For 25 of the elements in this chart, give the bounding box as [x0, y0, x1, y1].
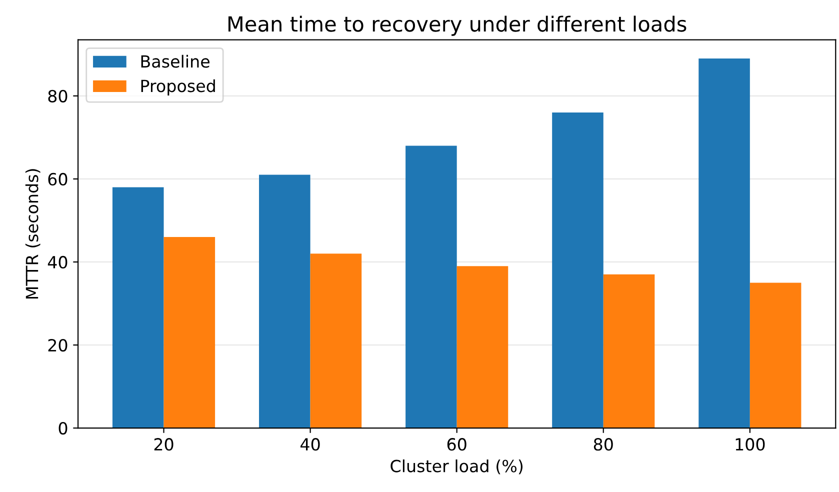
bar [603, 274, 655, 428]
x-tick-label: 100 [736, 438, 765, 451]
legend-label: Proposed [141, 79, 215, 96]
x-axis-title: Cluster load (%) [390, 459, 523, 474]
bar [698, 58, 750, 428]
y-tick-label: 0 [58, 422, 68, 435]
y-tick-label: 20 [48, 338, 68, 352]
bar [164, 237, 216, 428]
x-tick-label: 80 [594, 438, 613, 451]
x-tick-label: 20 [154, 438, 174, 451]
bar [456, 266, 508, 428]
y-tick-label: 80 [48, 90, 68, 102]
bar [750, 282, 802, 428]
x-tick-label: 40 [300, 438, 320, 451]
bar [406, 146, 457, 428]
chart-title: Mean time to recovery under different loads [228, 16, 686, 36]
legend-label: Baseline [141, 54, 210, 68]
y-tick-label: 40 [48, 256, 68, 269]
bar [259, 174, 310, 428]
y-axis-title: MTTR (seconds) [25, 169, 40, 299]
x-tick-label: 60 [447, 438, 466, 451]
y-tick-label: 60 [48, 172, 68, 186]
bar [552, 112, 604, 428]
bar [310, 254, 362, 428]
bar [112, 187, 164, 428]
